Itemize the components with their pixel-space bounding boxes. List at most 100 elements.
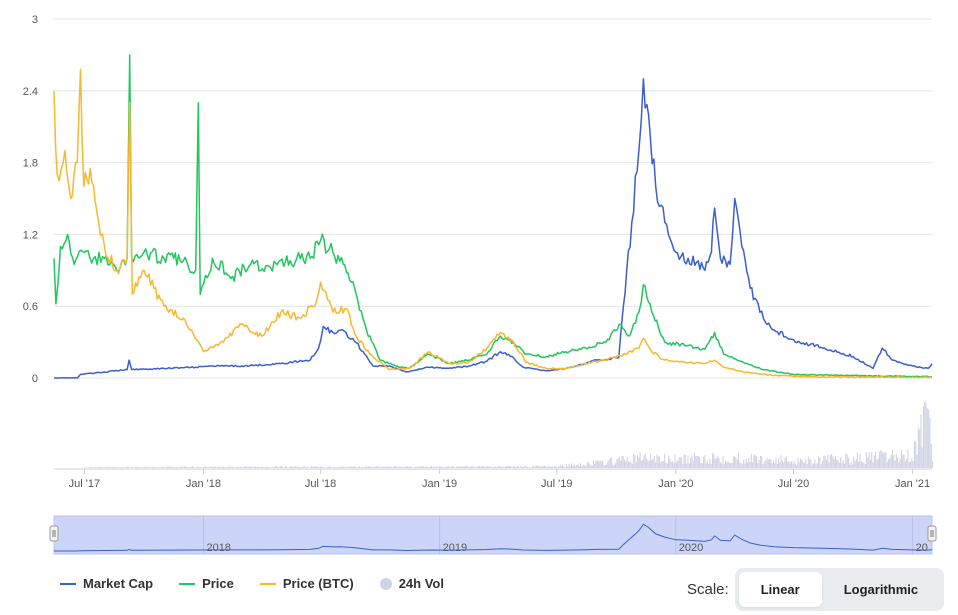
volume-bar xyxy=(740,462,742,468)
volume-bar xyxy=(360,467,362,468)
volume-bar xyxy=(295,466,297,468)
volume-bar xyxy=(379,467,381,468)
volume-bar xyxy=(362,467,364,468)
linear-scale-button[interactable]: Linear xyxy=(738,572,822,607)
volume-bar xyxy=(748,458,750,468)
volume-bar xyxy=(244,466,246,468)
volume-bar xyxy=(607,461,609,468)
volume-bar xyxy=(409,466,411,468)
volume-bar xyxy=(224,467,226,468)
volume-bar xyxy=(147,467,149,468)
volume-bar xyxy=(410,466,412,468)
volume-bar xyxy=(138,467,140,468)
volume-bar xyxy=(313,466,315,468)
volume-bar xyxy=(824,455,826,468)
volume-bar xyxy=(480,466,482,468)
price-btc-swatch xyxy=(259,582,276,585)
volume-bar xyxy=(172,467,174,468)
volume-bar xyxy=(427,467,429,468)
volume-bar xyxy=(779,462,781,468)
volume-bar xyxy=(186,467,188,468)
volume-bar xyxy=(145,467,147,468)
volume-bar xyxy=(414,466,416,468)
volume-bar xyxy=(369,466,371,468)
volume-bar xyxy=(761,456,763,468)
volume-bar xyxy=(373,466,375,468)
volume-bar xyxy=(881,451,883,468)
volume-bar xyxy=(563,466,565,468)
volume-bar xyxy=(811,464,813,468)
volume-bar xyxy=(653,456,655,468)
volume-bar xyxy=(593,460,595,468)
volume-bar xyxy=(573,464,575,468)
series-line-price xyxy=(53,54,933,378)
navigator[interactable]: 2018 2019 2020 20 xyxy=(49,515,937,555)
legend-item-price-btc[interactable]: Price (BTC) xyxy=(259,576,354,591)
volume-bar xyxy=(181,466,183,468)
volume-bar xyxy=(241,467,243,468)
volume-bar xyxy=(735,457,737,468)
legend-item-market-cap[interactable]: Market Cap xyxy=(60,576,153,591)
volume-bar xyxy=(251,466,253,468)
volume-bar xyxy=(853,456,855,468)
navigator-handle-right[interactable] xyxy=(927,525,937,542)
volume-bar xyxy=(776,463,778,468)
volume-bar xyxy=(589,464,591,468)
volume-bar xyxy=(902,454,904,468)
volume-bar xyxy=(737,453,739,468)
volume-bar xyxy=(300,467,302,468)
volume-bar xyxy=(679,457,681,468)
legend-item-volume[interactable]: 24h Vol xyxy=(379,576,444,591)
volume-bar xyxy=(537,465,539,468)
volume-bar xyxy=(383,466,385,468)
volume-bar xyxy=(278,466,280,468)
volume-bar xyxy=(437,467,439,468)
volume-bar xyxy=(341,466,343,468)
volume-bar xyxy=(461,466,463,468)
volume-bar xyxy=(391,466,393,468)
volume-bar xyxy=(84,467,86,468)
volume-bar xyxy=(219,466,221,468)
volume-bar xyxy=(696,455,698,468)
logarithmic-scale-button[interactable]: Logarithmic xyxy=(822,572,940,607)
volume-bar xyxy=(195,467,197,468)
volume-bar xyxy=(687,455,689,468)
legend-item-price[interactable]: Price xyxy=(179,576,234,591)
volume-bar xyxy=(647,460,649,468)
volume-bar xyxy=(675,462,677,468)
volume-bar xyxy=(207,467,209,468)
volume-bar xyxy=(106,466,108,468)
volume-bar xyxy=(243,466,245,468)
volume-bar xyxy=(417,466,419,468)
volume-bar xyxy=(426,466,428,468)
volume-bar xyxy=(143,466,145,468)
volume-bar xyxy=(256,467,258,468)
volume-bar xyxy=(352,466,354,468)
volume-bar xyxy=(217,466,219,468)
volume-bar xyxy=(418,466,420,468)
volume-bar xyxy=(906,458,908,468)
volume-bar xyxy=(327,467,329,468)
x-tick-label: Jan '19 xyxy=(422,478,457,490)
volume-bar xyxy=(847,457,849,468)
volume-bar xyxy=(726,462,728,468)
volume-bar xyxy=(541,466,543,468)
volume-bar xyxy=(576,465,578,468)
navigator-handle-left[interactable] xyxy=(49,525,59,542)
volume-bar xyxy=(429,466,431,468)
volume-bar xyxy=(855,459,857,468)
volume-bar xyxy=(494,466,496,468)
volume-bar xyxy=(521,466,523,468)
navigator-tick-label: 2020 xyxy=(679,542,703,554)
volume-bar xyxy=(706,460,708,468)
volume-bar xyxy=(98,467,100,468)
volume-bar xyxy=(182,467,184,468)
volume-bar xyxy=(708,463,710,468)
volume-bar xyxy=(732,456,734,468)
volume-bar xyxy=(682,464,684,468)
volume-bar xyxy=(178,467,180,468)
volume-bar xyxy=(890,454,892,468)
volume-bar xyxy=(358,466,360,468)
volume-bar xyxy=(810,459,812,468)
volume-bar xyxy=(591,465,593,468)
